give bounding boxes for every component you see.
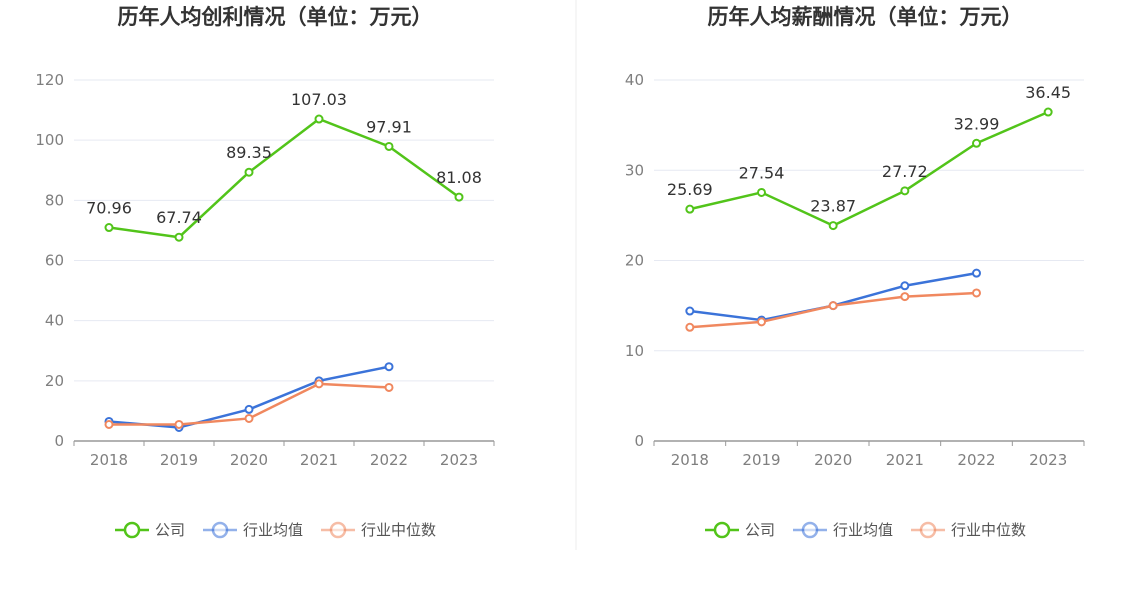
data-label: 23.87 <box>810 197 856 216</box>
legend-label: 行业均值 <box>243 521 303 539</box>
circle-line-icon <box>911 521 945 539</box>
circle-line-icon <box>203 521 237 539</box>
legend: 公司 行业均值 行业中位数 <box>115 521 436 539</box>
data-label: 97.91 <box>366 117 412 136</box>
y-tick-label: 60 <box>45 252 64 270</box>
data-label: 25.69 <box>667 180 713 199</box>
data-point-company[interactable] <box>454 192 464 202</box>
data-point-industry_median[interactable] <box>244 413 254 423</box>
x-tick-label: 2022 <box>370 451 408 469</box>
profit-per-capita-chart: 历年人均创利情况（单位：万元） 0 20 40 60 80 100 120 2018 2019 2… <box>35 5 495 539</box>
x-tick-label: 2021 <box>886 451 924 469</box>
data-point-industry_median[interactable] <box>314 379 324 389</box>
legend-item[interactable]: 行业中位数 <box>911 521 1026 539</box>
legend-label: 行业均值 <box>833 521 893 539</box>
x-tick-label: 2020 <box>230 451 268 469</box>
data-point-company[interactable] <box>244 167 254 177</box>
x-tick-label: 2023 <box>440 451 478 469</box>
y-tick-label: 20 <box>45 372 64 390</box>
data-label: 32.99 <box>954 114 1000 133</box>
data-label: 67.74 <box>156 208 202 227</box>
salary-per-capita-chart: 历年人均薪酬情况（单位：万元） 0 10 20 30 40 2018 2019 2020 202… <box>625 5 1085 539</box>
data-point-industry_avg[interactable] <box>384 362 394 372</box>
legend-item[interactable]: 公司 <box>115 521 185 539</box>
legend-label: 公司 <box>155 521 185 539</box>
data-point-industry_median[interactable] <box>900 292 910 302</box>
x-tick-label: 2022 <box>957 451 995 469</box>
data-label: 81.08 <box>436 168 482 187</box>
data-point-company[interactable] <box>1043 107 1053 117</box>
circle-line-icon <box>115 521 149 539</box>
data-point-industry_median[interactable] <box>174 419 184 429</box>
circle-line-icon <box>705 521 739 539</box>
y-tick-label: 10 <box>625 342 644 360</box>
data-point-industry_median[interactable] <box>384 382 394 392</box>
chart-title: 历年人均薪酬情况（单位：万元） <box>708 5 1023 29</box>
data-point-industry_median[interactable] <box>104 419 114 429</box>
y-tick-label: 30 <box>625 161 644 179</box>
y-tick-label: 20 <box>625 252 644 270</box>
y-tick-label: 80 <box>45 191 64 209</box>
circle-line-icon <box>321 521 355 539</box>
data-point-company[interactable] <box>900 186 910 196</box>
data-point-company[interactable] <box>384 141 394 151</box>
y-tick-label: 0 <box>54 432 64 450</box>
data-label: 70.96 <box>86 199 132 218</box>
legend-item[interactable]: 行业均值 <box>793 521 893 539</box>
legend-label: 公司 <box>745 521 775 539</box>
data-point-industry_avg[interactable] <box>685 306 695 316</box>
legend-label: 行业中位数 <box>951 521 1026 539</box>
data-label: 36.45 <box>1025 83 1071 102</box>
y-tick-label: 120 <box>35 71 64 89</box>
data-point-company[interactable] <box>972 138 981 148</box>
series-line-company <box>108 117 460 239</box>
legend-item[interactable]: 公司 <box>705 521 775 539</box>
data-point-company[interactable] <box>757 187 766 197</box>
series-line-company <box>689 110 1049 227</box>
chart-title: 历年人均创利情况（单位：万元） <box>118 5 433 29</box>
data-point-company[interactable] <box>685 204 695 214</box>
data-point-industry_avg[interactable] <box>244 404 254 414</box>
data-label: 89.35 <box>226 143 272 162</box>
circle-line-icon <box>793 521 827 539</box>
legend-label: 行业中位数 <box>361 521 436 539</box>
data-label: 107.03 <box>291 90 347 109</box>
y-tick-label: 100 <box>35 131 64 149</box>
data-point-company[interactable] <box>828 221 838 231</box>
legend-item[interactable]: 行业中位数 <box>321 521 436 539</box>
x-tick-label: 2019 <box>160 451 198 469</box>
x-tick-label: 2020 <box>814 451 852 469</box>
x-tick-label: 2021 <box>300 451 338 469</box>
data-point-company[interactable] <box>314 114 324 124</box>
data-point-industry_median[interactable] <box>757 317 766 327</box>
data-label: 27.54 <box>739 163 785 182</box>
legend: 公司 行业均值 行业中位数 <box>705 521 1026 539</box>
x-tick-label: 2018 <box>671 451 709 469</box>
x-tick-label: 2023 <box>1029 451 1067 469</box>
x-tick-label: 2018 <box>90 451 128 469</box>
data-point-industry_avg[interactable] <box>900 281 910 291</box>
x-tick-label: 2019 <box>742 451 780 469</box>
data-point-company[interactable] <box>104 223 114 233</box>
data-point-industry_median[interactable] <box>685 322 695 332</box>
y-tick-label: 0 <box>634 432 644 450</box>
data-point-industry_median[interactable] <box>972 288 981 298</box>
legend-item[interactable]: 行业均值 <box>203 521 303 539</box>
series-line-industry_avg <box>689 271 977 322</box>
data-label: 27.72 <box>882 162 928 181</box>
y-tick-label: 40 <box>45 312 64 330</box>
series-line-industry_median <box>689 291 977 329</box>
data-point-industry_median[interactable] <box>828 301 838 311</box>
data-point-company[interactable] <box>174 232 184 242</box>
data-point-industry_avg[interactable] <box>972 268 981 278</box>
y-tick-label: 40 <box>625 71 644 89</box>
